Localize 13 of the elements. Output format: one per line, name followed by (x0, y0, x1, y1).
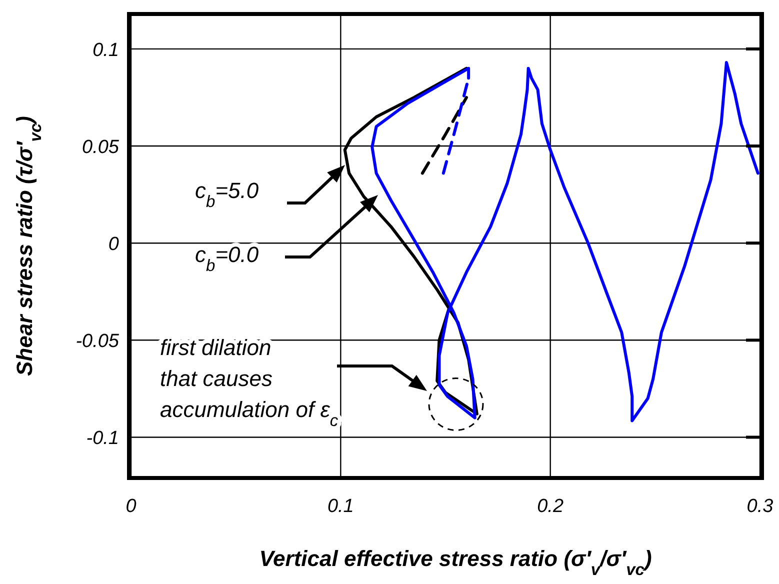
annotation: c$_{b}$=0.0 (195, 242, 260, 275)
x-axis-title: Vertical effective stress ratio (σ′$_{v}$/σ′$_{vc}$) (259, 546, 652, 579)
y-tick-label: -0.05 (76, 331, 120, 352)
y-tick-label: 0.05 (82, 137, 120, 158)
y-tick-label: -0.1 (86, 428, 119, 450)
x-tick-label: 0.1 (327, 496, 354, 517)
annotation: c$_{b}$=5.0 (195, 178, 260, 211)
x-tick-label: 0.3 (746, 496, 774, 517)
annotation: first dilation that causes accumulation of ε$_{c}$ (160, 335, 339, 430)
y-tick-label: 0.1 (92, 40, 119, 61)
x-tick-label: 0.2 (537, 496, 564, 517)
x-tick-label: 0 (126, 496, 137, 517)
y-tick-label: 0 (108, 234, 120, 256)
